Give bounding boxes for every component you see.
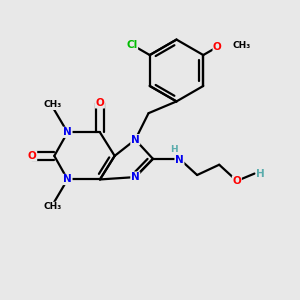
Text: CH₃: CH₃ bbox=[232, 41, 251, 50]
Text: O: O bbox=[96, 98, 104, 108]
Text: O: O bbox=[213, 42, 222, 52]
Text: O: O bbox=[28, 151, 37, 161]
Text: N: N bbox=[175, 155, 184, 165]
Text: N: N bbox=[63, 127, 72, 137]
Text: H: H bbox=[170, 146, 178, 154]
Text: N: N bbox=[131, 172, 140, 182]
Text: CH₃: CH₃ bbox=[43, 202, 62, 211]
Text: CH₃: CH₃ bbox=[43, 100, 62, 109]
Text: H: H bbox=[256, 169, 265, 178]
Text: N: N bbox=[131, 135, 140, 145]
Text: N: N bbox=[63, 174, 72, 184]
Text: O: O bbox=[232, 176, 241, 186]
Text: Cl: Cl bbox=[126, 40, 137, 50]
